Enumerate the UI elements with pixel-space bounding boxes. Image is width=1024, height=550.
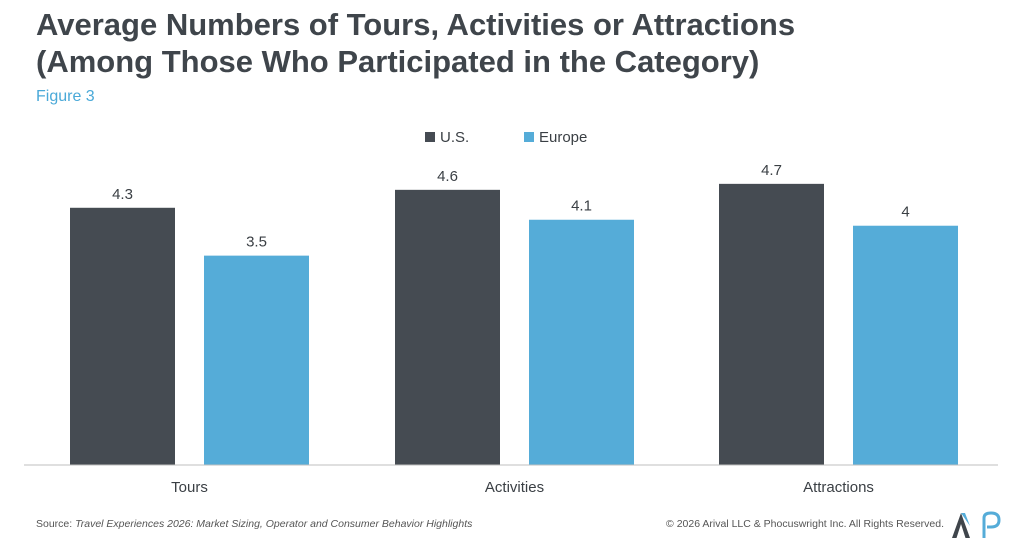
bar-u-s-attractions	[719, 183, 824, 465]
legend: U.S. Europe	[425, 129, 587, 146]
source-prefix: Source:	[36, 518, 73, 530]
legend-label-u-s: U.S.	[440, 129, 469, 146]
x-tick-label-attractions: Attractions	[803, 479, 874, 496]
data-label-europe-tours: 3.5	[246, 234, 267, 251]
bar-europe-attractions	[853, 225, 958, 465]
bars	[70, 183, 958, 466]
data-label-u-s-tours: 4.3	[112, 186, 133, 203]
legend-label-europe: Europe	[539, 129, 587, 146]
chart-title-line-1: Average Numbers of Tours, Activities or …	[36, 7, 796, 42]
copyright-notice: © 2026 Arival LLC & Phocuswright Inc. Al…	[666, 518, 944, 530]
phocuswright-logo-icon	[982, 511, 1001, 538]
figure-label: Figure 3	[36, 88, 95, 105]
bar-europe-tours	[204, 255, 309, 465]
source-note: Source: Travel Experiences 2026: Market …	[36, 518, 472, 530]
data-label-u-s-activities: 4.6	[437, 168, 458, 185]
brand-logos	[952, 511, 1001, 538]
bar-chart: U.S. Europe 4.3 3.5 4.6 4.1 4.7 4 Tours Activit…	[24, 129, 998, 496]
bar-europe-activities	[529, 219, 634, 465]
x-tick-label-tours: Tours	[171, 479, 208, 496]
arival-logo-icon	[952, 513, 970, 538]
source-title: Travel Experiences 2026: Market Sizing, …	[75, 518, 473, 530]
x-tick-label-activities: Activities	[485, 479, 544, 496]
data-labels: 4.3 3.5 4.6 4.1 4.7 4	[112, 162, 910, 251]
bar-u-s-tours	[70, 207, 175, 466]
bar-u-s-activities	[395, 189, 500, 465]
data-label-europe-attractions: 4	[901, 204, 909, 221]
legend-swatch-u-s	[425, 132, 435, 142]
chart-title: Average Numbers of Tours, Activities or …	[36, 6, 996, 80]
data-label-u-s-attractions: 4.7	[761, 162, 782, 179]
chart-title-line-2: (Among Those Who Participated in the Cat…	[36, 44, 760, 79]
legend-swatch-europe	[524, 132, 534, 142]
x-axis-tick-labels: Tours Activities Attractions	[171, 479, 874, 496]
data-label-europe-activities: 4.1	[571, 198, 592, 215]
